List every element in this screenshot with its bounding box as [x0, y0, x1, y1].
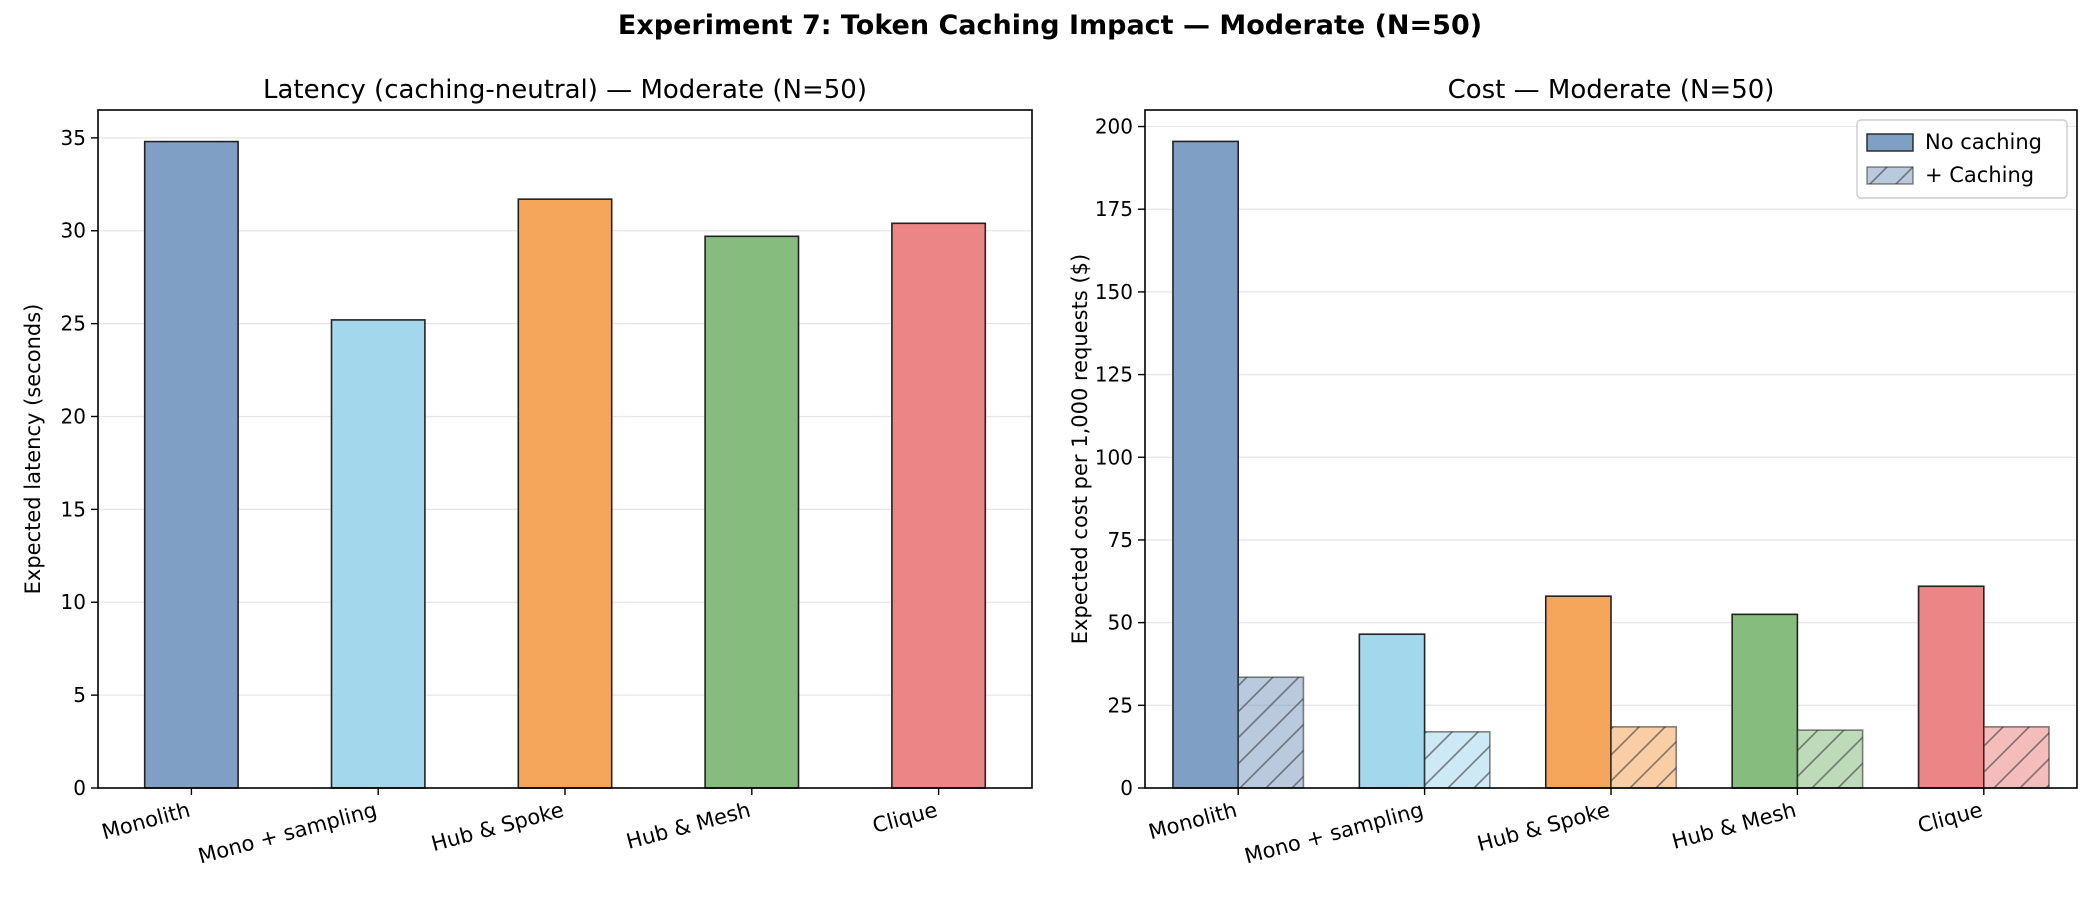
y-tick-label: 20	[61, 404, 86, 428]
y-tick-label: 35	[61, 126, 86, 150]
y-tick-label: 5	[73, 683, 86, 707]
bar-monolith	[143, 140, 239, 789]
bar-hub-spoke-caching	[1610, 726, 1678, 789]
x-tick-label-mono-sampling: Mono + sampling	[1242, 798, 1426, 869]
y-tick-label: 200	[1095, 115, 1133, 139]
y-tick-label: 150	[1095, 280, 1133, 304]
bar-monolith-no-caching	[1172, 140, 1239, 789]
bar-hub-mesh-no-caching	[1731, 613, 1799, 789]
bar-hatch	[1611, 726, 1677, 788]
x-tick-label-monolith: Monolith	[99, 798, 192, 845]
bar-mono-sampling	[330, 319, 426, 789]
legend-label-caching: + Caching	[1925, 163, 2034, 187]
x-tick-label-mono-sampling: Mono + sampling	[196, 798, 380, 869]
legend-swatch-no-caching	[1866, 133, 1914, 152]
bar-mono-sampling-caching	[1423, 730, 1491, 789]
y-tick-label: 175	[1095, 197, 1133, 221]
y-tick-label: 0	[73, 776, 86, 800]
x-tick-label-monolith: Monolith	[1146, 798, 1239, 845]
y-tick-label: 100	[1095, 445, 1133, 469]
chart-title: Cost — Moderate (N=50)	[1448, 75, 1775, 105]
y-tick-label: 30	[61, 219, 86, 243]
chart-title: Latency (caching-neutral) — Moderate (N=…	[263, 75, 867, 105]
x-tick-label-hub-mesh: Hub & Mesh	[1669, 798, 1798, 854]
x-tick-label-hub-mesh: Hub & Mesh	[624, 798, 753, 854]
latency-chart: 0 5 10 15 20 25 30 35 Monolith Mono + sampling Hub…	[21, 75, 1033, 869]
bar-hatch	[1424, 731, 1490, 788]
y-tick-label: 50	[1108, 611, 1133, 635]
bar-hub-mesh	[704, 235, 800, 789]
y-tick-label: 25	[1108, 693, 1133, 717]
x-tick-label-hub-spoke: Hub & Spoke	[429, 798, 567, 856]
y-tick-label: 15	[61, 497, 86, 521]
y-tick-label: 0	[1120, 776, 1133, 800]
bar-hub-spoke	[517, 198, 613, 789]
bar-hub-mesh-caching	[1796, 729, 1864, 789]
y-axis-label: Expected latency (seconds)	[21, 304, 45, 595]
bar-mono-sampling-no-caching	[1358, 633, 1426, 789]
bar-hatch	[1238, 677, 1304, 788]
bar-clique-caching	[1983, 726, 2050, 789]
legend: No caching + Caching	[1856, 119, 2068, 199]
y-axis-label: Expected cost per 1,000 requests ($)	[1068, 254, 1092, 644]
bar-clique	[891, 222, 987, 789]
y-tick-label: 25	[61, 312, 86, 336]
legend-label-no-caching: No caching	[1925, 130, 2042, 154]
bar-monolith-caching	[1237, 676, 1305, 789]
y-tick-label: 75	[1108, 528, 1133, 552]
y-tick-label: 10	[61, 590, 86, 614]
bar-clique-no-caching	[1917, 585, 1985, 789]
figure-title: Experiment 7: Token Caching Impact — Mod…	[617, 10, 1483, 41]
swatch-hatch	[1867, 167, 1913, 184]
bar-hatch	[1983, 726, 2050, 788]
x-tick-label-clique: Clique	[870, 798, 940, 838]
legend-swatch-caching	[1866, 166, 1914, 185]
bar-hatch	[1797, 730, 1863, 788]
swatch-edge	[1866, 166, 1914, 185]
x-tick-label-hub-spoke: Hub & Spoke	[1475, 798, 1613, 856]
y-tick-label: 125	[1095, 363, 1133, 387]
bar-hub-spoke-no-caching	[1544, 595, 1612, 789]
x-tick-label-clique: Clique	[1915, 798, 1985, 838]
cost-chart: 0 25 50 75 100 125 150 175 200 Monolith Mono + sam…	[1068, 75, 2078, 869]
